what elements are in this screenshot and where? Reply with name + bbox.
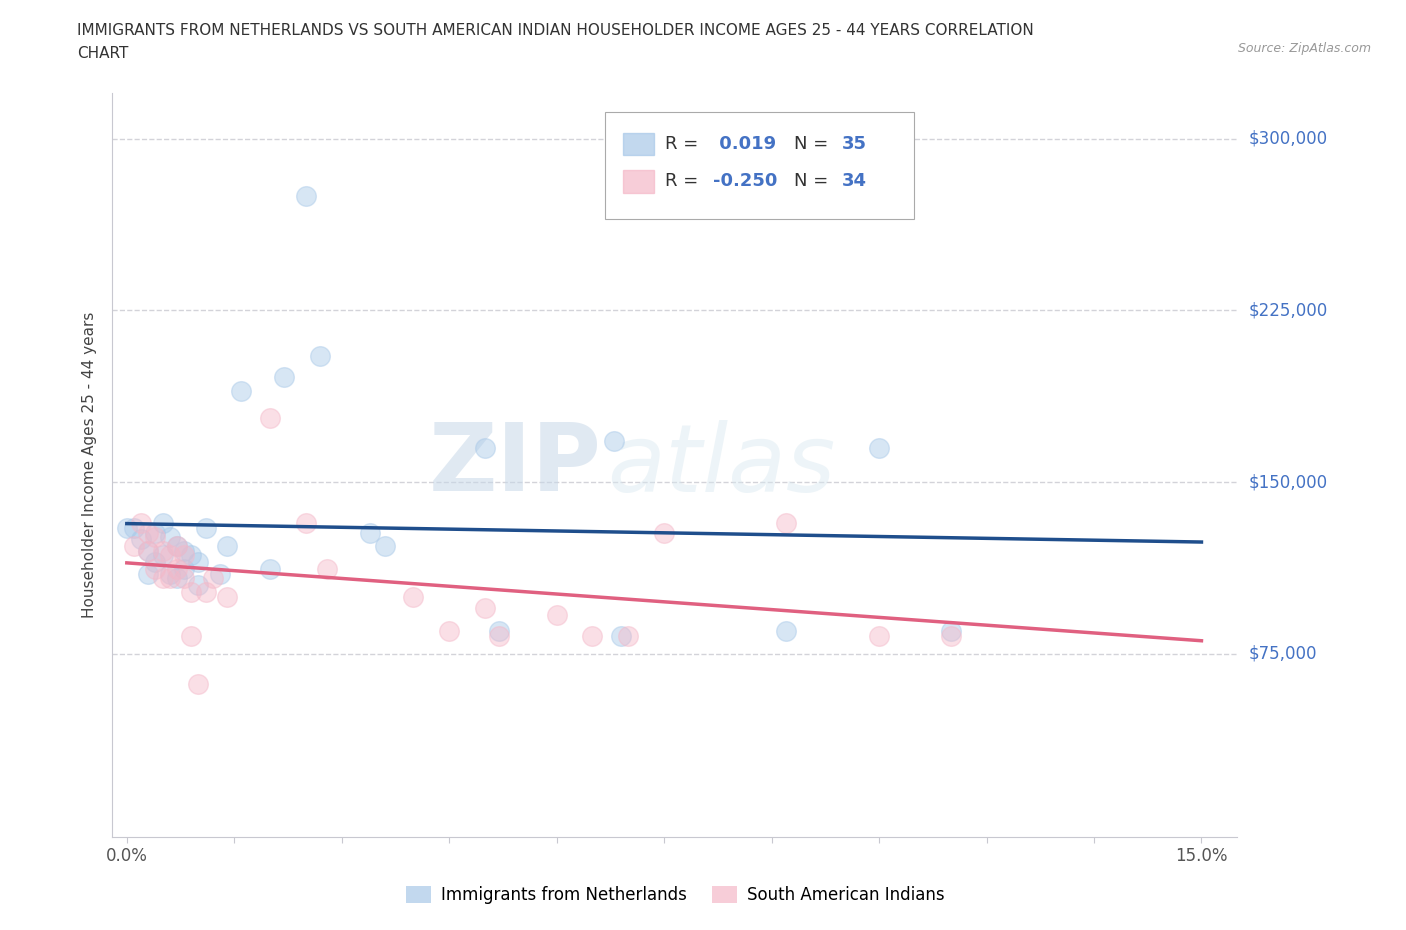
Point: [180, 628, 202, 643]
Point: [180, 548, 202, 563]
Point: [152, 543, 174, 558]
Point: [617, 628, 640, 643]
Point: [166, 538, 188, 553]
Text: R =: R =: [665, 172, 704, 191]
Point: [166, 538, 188, 553]
Point: [581, 628, 603, 643]
Text: $75,000: $75,000: [1249, 644, 1317, 663]
Point: [122, 521, 145, 536]
Text: IMMIGRANTS FROM NETHERLANDS VS SOUTH AMERICAN INDIAN HOUSEHOLDER INCOME AGES 25 : IMMIGRANTS FROM NETHERLANDS VS SOUTH AME…: [77, 23, 1033, 38]
Point: [868, 628, 890, 643]
Point: [173, 548, 195, 563]
Point: [208, 566, 231, 581]
Text: $225,000: $225,000: [1249, 301, 1327, 320]
Text: N =: N =: [794, 135, 834, 153]
Point: [217, 590, 239, 604]
Point: [159, 571, 181, 586]
Point: [115, 521, 138, 536]
Text: atlas: atlas: [607, 419, 835, 511]
Point: [194, 521, 217, 536]
Point: [122, 538, 145, 553]
Text: 34: 34: [842, 172, 868, 191]
Text: $300,000: $300,000: [1249, 130, 1327, 148]
Point: [610, 628, 633, 643]
Point: [173, 562, 195, 577]
Text: 0.019: 0.019: [713, 135, 776, 153]
Y-axis label: Householder Income Ages 25 - 44 years: Householder Income Ages 25 - 44 years: [82, 312, 97, 618]
Point: [129, 532, 152, 547]
Point: [173, 571, 195, 586]
Point: [159, 566, 181, 581]
Text: $150,000: $150,000: [1249, 473, 1327, 491]
Point: [474, 601, 496, 616]
Point: [295, 189, 318, 204]
Point: [603, 433, 626, 448]
Point: [173, 543, 195, 558]
Point: [152, 548, 174, 563]
Point: [231, 383, 253, 398]
Point: [180, 585, 202, 600]
Point: [152, 571, 174, 586]
Point: [194, 585, 217, 600]
Point: [187, 555, 209, 570]
Point: [775, 623, 797, 638]
Text: -0.250: -0.250: [713, 172, 778, 191]
Text: R =: R =: [665, 135, 704, 153]
Text: N =: N =: [794, 172, 834, 191]
Point: [474, 441, 496, 456]
Point: [145, 562, 167, 577]
Point: [187, 676, 209, 691]
Point: [868, 441, 890, 456]
Point: [374, 538, 396, 553]
Point: [402, 590, 425, 604]
Legend: Immigrants from Netherlands, South American Indians: Immigrants from Netherlands, South Ameri…: [399, 879, 950, 910]
Text: CHART: CHART: [77, 46, 129, 61]
Point: [488, 623, 510, 638]
Point: [166, 562, 188, 577]
Point: [359, 525, 381, 540]
Point: [145, 525, 167, 540]
Point: [259, 411, 281, 426]
Point: [652, 525, 675, 540]
Point: [159, 548, 181, 563]
Point: [488, 628, 510, 643]
Point: [316, 562, 339, 577]
Point: [217, 538, 239, 553]
Point: [136, 566, 159, 581]
Point: [546, 607, 568, 622]
Point: [129, 516, 152, 531]
Point: [145, 555, 167, 570]
Point: [939, 623, 962, 638]
Point: [309, 349, 332, 364]
Point: [136, 543, 159, 558]
Point: [259, 562, 281, 577]
Point: [295, 516, 318, 531]
Point: [145, 530, 167, 545]
Point: [136, 525, 159, 540]
Point: [136, 543, 159, 558]
Point: [273, 369, 295, 384]
Text: Source: ZipAtlas.com: Source: ZipAtlas.com: [1237, 42, 1371, 55]
Text: 35: 35: [842, 135, 868, 153]
Text: ZIP: ZIP: [429, 419, 602, 511]
Point: [939, 628, 962, 643]
Point: [159, 530, 181, 545]
Point: [187, 578, 209, 592]
Point: [166, 571, 188, 586]
Point: [437, 623, 460, 638]
Point: [152, 516, 174, 531]
Point: [201, 571, 224, 586]
Point: [775, 516, 797, 531]
